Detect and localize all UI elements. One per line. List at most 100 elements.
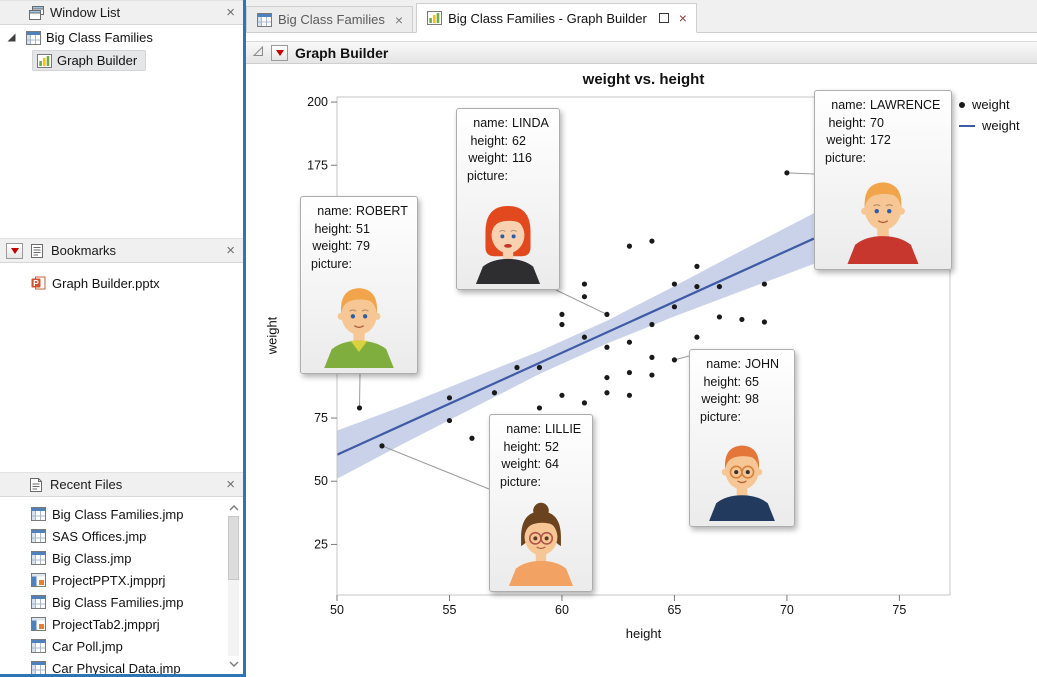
graph-builder-outline-header[interactable]: Graph Builder — [246, 41, 1037, 64]
recent-file-item[interactable]: Car Poll.jmp — [0, 635, 243, 657]
x-tick-label: 65 — [667, 603, 681, 617]
data-point[interactable] — [446, 395, 453, 401]
legend-item[interactable]: weight — [959, 118, 1020, 133]
scroll-down-icon[interactable] — [229, 658, 239, 670]
window-list-icon — [28, 5, 44, 20]
data-point[interactable] — [626, 392, 633, 398]
data-point[interactable] — [626, 369, 633, 376]
tab-2[interactable]: Big Class Families - Graph Builder × — [416, 3, 697, 33]
data-point[interactable] — [491, 390, 498, 396]
data-point[interactable] — [604, 374, 610, 381]
callout-connector — [358, 373, 361, 408]
data-point[interactable] — [694, 263, 700, 269]
picture-cell — [463, 184, 553, 284]
expand-triangle-icon[interactable] — [6, 32, 18, 43]
recent-file-item[interactable]: ProjectTab2.jmpprj — [0, 613, 243, 635]
field-label: height: — [470, 133, 508, 148]
data-point[interactable] — [559, 311, 565, 318]
data-point[interactable] — [356, 405, 363, 411]
field-label: weight: — [312, 239, 352, 253]
data-point[interactable] — [784, 170, 790, 176]
bookmark-item[interactable]: P Graph Builder.pptx — [0, 272, 243, 294]
data-point[interactable] — [739, 316, 745, 323]
data-point[interactable] — [626, 339, 633, 345]
recent-file-label: Car Poll.jmp — [52, 638, 123, 654]
scrollbar-track[interactable] — [228, 516, 239, 656]
recent-file-item[interactable]: Big Class.jmp — [0, 547, 243, 569]
data-point[interactable] — [581, 334, 588, 340]
data-point[interactable] — [514, 364, 520, 371]
data-point[interactable] — [536, 364, 543, 371]
field-value: 52 — [545, 439, 559, 454]
data-point[interactable] — [604, 344, 610, 350]
field-value: 116 — [512, 151, 532, 165]
restore-window-icon[interactable] — [658, 13, 669, 23]
field-value — [545, 474, 581, 491]
chart-title: weight vs. height — [582, 71, 705, 88]
hover-label-fields: name: JOHN height: 65 weight: 98 picture: — [696, 356, 788, 425]
hover-label-linda[interactable]: name: LINDA height: 62 weight: 116 picture: — [456, 108, 560, 290]
window-list-item[interactable]: Graph Builder — [0, 49, 243, 72]
data-point[interactable] — [694, 334, 700, 340]
window-list-close-button[interactable]: × — [226, 4, 235, 21]
data-point[interactable] — [761, 319, 768, 325]
data-point[interactable] — [581, 400, 588, 406]
hover-label-robert[interactable]: name: ROBERT height: 51 weight: 79 picture: — [300, 196, 418, 374]
graph-builder-red-triangle-menu-button[interactable] — [271, 44, 288, 61]
data-point[interactable] — [649, 354, 655, 360]
window-list-item[interactable]: Big Class Families — [0, 26, 243, 49]
recent-file-label: Big Class.jmp — [52, 550, 132, 566]
data-point[interactable] — [671, 281, 678, 287]
data-point[interactable] — [716, 283, 723, 290]
y-tick-label: 50 — [314, 474, 328, 488]
hover-label-john[interactable]: name: JOHN height: 65 weight: 98 picture: — [689, 349, 795, 527]
bookmarks-red-triangle-menu-button[interactable] — [6, 242, 23, 259]
field-value: 62 — [512, 133, 526, 148]
data-point[interactable] — [671, 357, 678, 363]
data-table-icon — [30, 507, 46, 522]
data-point[interactable] — [649, 372, 655, 378]
tab-close-button[interactable]: × — [678, 10, 687, 26]
data-point[interactable] — [469, 435, 475, 441]
data-point[interactable] — [581, 294, 588, 300]
data-table-icon — [30, 529, 46, 544]
recent-file-item[interactable]: SAS Offices.jmp — [0, 525, 243, 547]
tab-1[interactable]: Big Class Families × — [246, 6, 414, 33]
data-point[interactable] — [649, 238, 655, 244]
window-list-item-content: Big Class Families — [22, 28, 161, 47]
legend-item[interactable]: weight — [959, 97, 1020, 112]
tab-close-button[interactable]: × — [394, 11, 404, 28]
scrollbar-thumb[interactable] — [228, 516, 239, 580]
data-point[interactable] — [446, 417, 453, 424]
data-point[interactable] — [559, 321, 565, 328]
recent-file-item[interactable]: Big Class Families.jmp — [0, 591, 243, 613]
data-point[interactable] — [649, 321, 655, 328]
hover-label-lawrence[interactable]: name: LAWRENCE height: 70 weight: 172 picture: — [814, 90, 952, 270]
data-point[interactable] — [626, 243, 633, 249]
data-point[interactable] — [716, 314, 723, 320]
scroll-up-icon[interactable] — [229, 502, 239, 514]
recent-file-item[interactable]: Big Class Families.jmp — [0, 503, 243, 525]
collapse-triangle-icon[interactable] — [252, 44, 264, 62]
data-point[interactable] — [694, 283, 700, 290]
legend: weight weight — [959, 97, 1020, 133]
recent-files-title: Recent Files — [50, 477, 123, 492]
data-point[interactable] — [581, 281, 588, 287]
data-point[interactable] — [671, 304, 678, 310]
data-point[interactable] — [379, 443, 385, 449]
data-point[interactable] — [536, 405, 543, 411]
hover-label-lillie[interactable]: name: LILLIE height: 52 weight: 64 picture: — [489, 414, 593, 592]
bookmarks-close-button[interactable]: × — [226, 242, 235, 259]
data-point[interactable] — [604, 311, 610, 318]
recent-file-item[interactable]: ProjectPPTX.jmpprj — [0, 569, 243, 591]
data-point[interactable] — [761, 281, 768, 287]
recent-file-item[interactable]: Car Physical Data.jmp — [0, 657, 243, 674]
field-label: name: — [831, 98, 866, 112]
data-point[interactable] — [559, 392, 565, 398]
recent-files-close-button[interactable]: × — [226, 476, 235, 493]
data-table-icon — [30, 595, 46, 610]
data-point[interactable] — [604, 390, 610, 396]
x-tick-label: 70 — [780, 603, 794, 617]
recent-files-scrollbar[interactable] — [226, 502, 241, 670]
bookmarks-icon — [29, 243, 45, 258]
